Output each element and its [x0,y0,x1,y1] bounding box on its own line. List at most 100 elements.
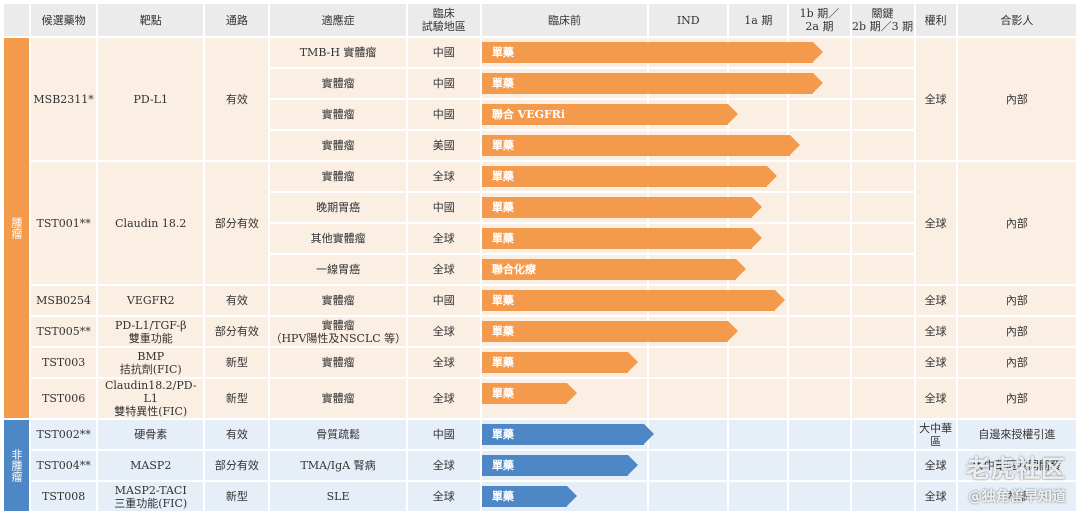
region-value: 美國 [407,131,480,160]
region-value: 全球 [407,451,480,480]
category-non-oncology: 非腫瘤 [4,420,30,511]
phase-cell [729,317,788,346]
target-name: MASP2-TACI 三重功能(FIC) [98,482,204,511]
progress-bar: 單藥 [481,290,785,311]
header-row: 候選藥物 靶點 通路 適應症 臨床 試驗地區 臨床前 IND 1a 期 1b 期… [4,4,1076,36]
pathway-value: 新型 [205,379,269,418]
region-value: 中國 [407,69,480,98]
phase-cell [729,100,788,129]
phase-cell [851,131,914,160]
region-value: 中國 [407,286,480,315]
phase-cell [851,224,914,253]
candidate-name: MSB0254 [31,286,97,315]
phase-cell [789,100,850,129]
indication-value: 一線胃癌 [270,255,406,284]
phase-cell: 聯合 VEGFRi [481,100,738,129]
phase-cell [729,420,788,449]
progress-bar: 單藥 [481,73,823,94]
region-value: 中國 [407,420,480,449]
region-value: 全球 [407,482,480,511]
region-value: 中國 [407,100,480,129]
progress-bar: 單藥 [481,352,638,373]
partner-value: 大中華區共同開發 [957,451,1076,480]
table-row: 實體瘤 美國 單藥 [4,131,1076,160]
partner-value: 內部 [957,317,1076,346]
rights-value: 全球 [915,482,956,511]
partner-value: 內部 [957,286,1076,315]
phase-cell: 單藥 [481,162,777,191]
candidate-name: TST004** [31,451,97,480]
phase-cell [851,38,914,67]
phase-cell [851,348,914,377]
region-value: 中國 [407,38,480,67]
pathway-value: 新型 [205,482,269,511]
indication-value: 實體瘤 [270,348,406,377]
partner-value: 自邊來授權引進 [957,420,1076,449]
region-value: 全球 [407,162,480,191]
progress-bar: 單藥 [481,383,577,404]
pathway-value: 部分有效 [205,317,269,346]
indication-value: 其他實體瘤 [270,224,406,253]
candidate-name: TST001** [31,162,97,284]
progress-bar: 單藥 [481,228,762,249]
pathway-value: 新型 [205,348,269,377]
header-ind: IND [649,4,728,36]
phase-cell [649,420,728,449]
phase-cell [789,193,850,222]
phase-cell [789,482,850,511]
phase-cell [851,451,914,480]
indication-value: TMA/IgA 腎病 [270,451,406,480]
header-pathway: 通路 [205,4,269,36]
phase-cell: 單藥 [481,482,648,511]
table-row: 一線胃癌 全球 聯合化療 [4,255,1076,284]
phase-cell [789,348,850,377]
header-partner: 合影人 [957,4,1076,36]
table-row: TST008 MASP2-TACI 三重功能(FIC) 新型 SLE 全球 單藥 全球 內部 [4,482,1076,511]
phase-cell [851,100,914,129]
header-phase-1b-2a: 1b 期／ 2a 期 [789,4,850,36]
candidate-name: TST003 [31,348,97,377]
partner-value: 內部 [957,348,1076,377]
phase-cell [649,482,728,511]
phase-cell: 單藥 [481,286,785,315]
rights-value: 全球 [915,348,956,377]
phase-cell [789,317,850,346]
phase-cell [789,286,850,315]
rights-value: 全球 [915,379,956,418]
pipeline-body: 腫瘤 MSB2311* PD-L1 有效 TMB-H 實體瘤 中國 單藥 全球 內部 實體瘤 中國單… [4,38,1076,511]
phase-cell [729,348,788,377]
target-name: PD-L1 [98,38,204,160]
pathway-value: 部分有效 [205,451,269,480]
header-target: 靶點 [98,4,204,36]
progress-bar: 聯合 VEGFRi [481,104,738,125]
table-row: TST001** Claudin 18.2 部分有效 實體瘤 全球 單藥 全球 內部 [4,162,1076,284]
pathway-value: 部分有效 [205,162,269,284]
table-row: TST005** PD-L1/TGF-β 雙重功能 部分有效 實體瘤 （HPV陽性及N… [4,317,1076,346]
indication-value: 實體瘤 （HPV陽性及NSCLC 等） [270,317,406,346]
pathway-value: 有效 [205,420,269,449]
phase-cell [851,69,914,98]
region-value: 全球 [407,348,480,377]
indication-value: SLE [270,482,406,511]
region-value: 全球 [407,255,480,284]
phase-cell [789,451,850,480]
header-phase-1a: 1a 期 [729,4,788,36]
progress-bar: 單藥 [481,321,738,342]
rights-value: 全球 [915,162,956,284]
header-candidate: 候選藥物 [31,4,97,36]
table-row: 實體瘤 中國 聯合 VEGFRi [4,100,1076,129]
indication-value: 實體瘤 [270,100,406,129]
phase-cell: 單藥 [481,348,648,377]
candidate-name: MSB2311* [31,38,97,160]
region-value: 全球 [407,317,480,346]
phase-cell [649,379,728,418]
phase-cell: 單藥 [481,131,800,160]
phase-cell [789,162,850,191]
rights-value: 大中華區 [915,420,956,449]
header-phase-2b-3: 關鍵 2b 期／3 期 [851,4,914,36]
indication-value: 晚期胃癌 [270,193,406,222]
progress-bar: 單藥 [481,197,762,218]
phase-cell: 單藥 [481,224,762,253]
rights-value: 全球 [915,451,956,480]
